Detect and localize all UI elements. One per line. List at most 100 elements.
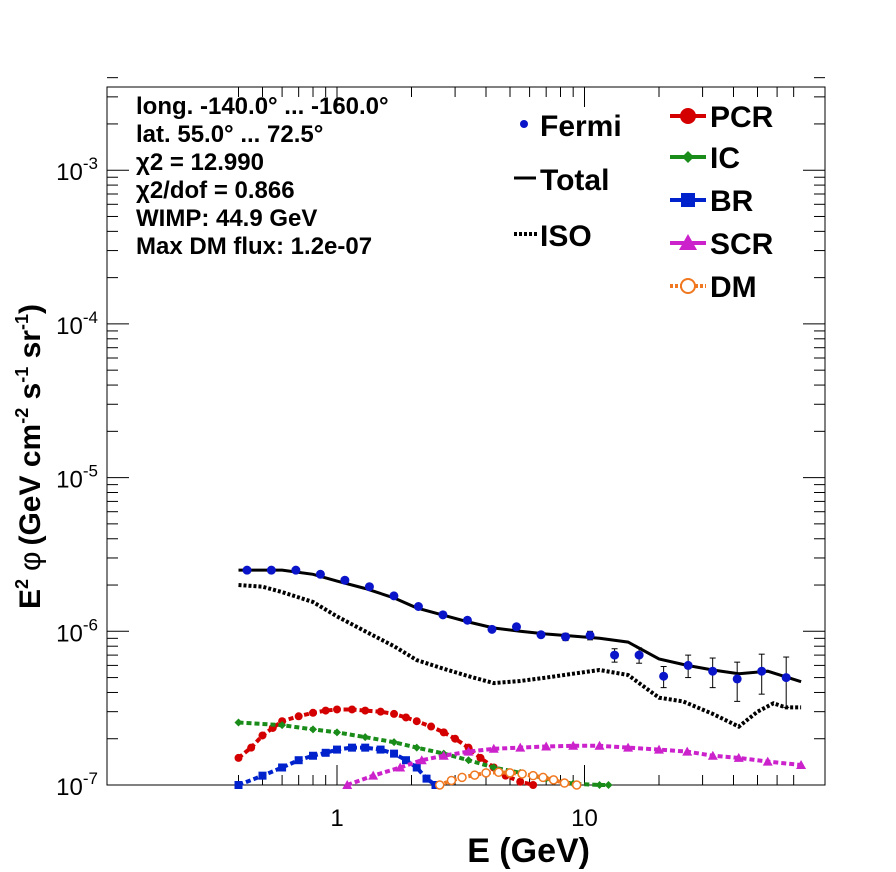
series-iso xyxy=(238,583,802,729)
series-marker-pcr xyxy=(258,731,267,740)
legend-scr-marker xyxy=(679,234,697,250)
series-marker-pcr xyxy=(529,781,538,789)
series-marker-scr xyxy=(395,762,406,772)
series-marker-scr xyxy=(488,743,499,753)
series-marker-ic xyxy=(333,728,341,737)
fermi-point xyxy=(291,565,301,575)
info-wimp: WIMP: 44.9 GeV xyxy=(136,205,317,232)
x-axis-label: E (GeV) xyxy=(467,832,590,870)
series-dm xyxy=(434,767,582,790)
legend-ic-marker xyxy=(682,151,694,163)
fermi-point xyxy=(511,622,521,632)
series-marker-pcr xyxy=(348,705,357,714)
series-marker-scr xyxy=(682,746,693,756)
series-marker-br xyxy=(278,763,287,772)
series-marker-dm xyxy=(505,768,515,778)
series-marker-scr xyxy=(463,746,474,756)
info-box: long. -140.0° ... -160.0° lat. 55.0° ...… xyxy=(136,93,389,260)
series-marker-ic xyxy=(390,738,399,747)
series-marker-scr xyxy=(368,770,379,780)
series-marker-br xyxy=(390,749,399,758)
series-pcr xyxy=(234,705,538,789)
series-marker-dm xyxy=(538,772,548,783)
series-marker-dm xyxy=(571,780,582,790)
legend-dm-label: DM xyxy=(710,271,757,304)
legend-ic-label: IC xyxy=(710,142,740,175)
legend-fermi-marker xyxy=(520,120,528,128)
fermi-point xyxy=(487,624,497,634)
series-line-scr xyxy=(346,743,802,787)
fermi-point xyxy=(364,582,374,592)
series-marker-ic xyxy=(361,733,370,742)
series-scr xyxy=(342,740,807,789)
series-marker-pcr xyxy=(376,707,385,716)
series-marker-br xyxy=(401,756,410,765)
series-marker-br xyxy=(348,743,357,752)
series-marker-br xyxy=(294,756,303,765)
series-marker-br xyxy=(376,745,385,754)
series-marker-pcr xyxy=(427,722,436,731)
legend-br-marker xyxy=(681,193,695,207)
series-marker-pcr xyxy=(516,777,525,786)
series-marker-br xyxy=(361,743,370,752)
series-marker-scr xyxy=(416,755,427,765)
series-marker-br xyxy=(258,771,267,780)
series-marker-ic xyxy=(604,781,613,789)
series-marker-pcr xyxy=(390,709,399,718)
info-max-dm-flux: Max DM flux: 1.2e-07 xyxy=(136,233,372,260)
fermi-point xyxy=(708,666,718,676)
series-marker-ic xyxy=(464,756,473,765)
series-marker-pcr xyxy=(294,712,303,721)
fermi-point xyxy=(462,615,472,625)
fermi-point xyxy=(683,660,693,670)
series-marker-scr xyxy=(762,756,773,766)
series-marker-pcr xyxy=(309,708,318,717)
series-marker-dm xyxy=(434,780,445,790)
series-marker-br xyxy=(422,774,431,783)
fermi-point xyxy=(340,575,350,585)
fermi-point xyxy=(561,632,571,642)
series-marker-br xyxy=(333,745,341,754)
series-marker-dm xyxy=(528,770,538,781)
y-axis-label: E2φ(GeV cm-2 s-1 sr-1) xyxy=(12,304,47,609)
series-marker-scr xyxy=(515,742,526,752)
x-tick-label: 1 xyxy=(330,805,343,832)
x-tick-labels: 1 10 xyxy=(330,805,598,832)
fermi-point xyxy=(536,630,546,640)
y-tick-label: 10-7 xyxy=(56,769,98,801)
series-marker-br xyxy=(309,751,318,760)
fermi-point xyxy=(266,565,276,575)
fermi-point xyxy=(413,601,423,611)
fermi-points xyxy=(242,565,791,708)
series-marker-pcr xyxy=(361,706,370,715)
series-marker-ic xyxy=(595,781,604,789)
series-marker-scr xyxy=(568,740,579,750)
legend-br-label: BR xyxy=(710,185,754,218)
info-latitude: lat. 55.0° ... 72.5° xyxy=(136,121,323,148)
legend-right: PCR IC BR SCR DM xyxy=(670,101,774,304)
series-marker-dm xyxy=(517,769,527,779)
series-marker-scr xyxy=(733,752,744,762)
series-marker-dm xyxy=(457,772,467,783)
series-marker-pcr xyxy=(476,753,485,762)
legend-scr-label: SCR xyxy=(710,228,774,261)
series-marker-br xyxy=(412,763,421,772)
fermi-point xyxy=(242,565,252,575)
y-tick-label: 10-6 xyxy=(56,615,98,647)
legend-pcr-label: PCR xyxy=(710,101,774,134)
series-marker-br xyxy=(234,781,243,789)
series-marker-scr xyxy=(654,744,665,754)
y-tick-label: 10-4 xyxy=(56,308,98,340)
series-marker-pcr xyxy=(401,713,410,722)
fermi-point xyxy=(438,610,448,620)
series-marker-dm xyxy=(469,770,480,780)
series-marker-pcr xyxy=(412,717,421,726)
series-marker-pcr xyxy=(247,743,256,752)
series-marker-scr xyxy=(594,740,605,750)
series-marker-dm xyxy=(481,768,491,778)
legend-total-label: Total xyxy=(540,164,609,197)
series-marker-scr xyxy=(438,750,449,760)
info-chi2: χ2 = 12.990 xyxy=(136,149,264,176)
series-marker-scr xyxy=(707,750,718,760)
